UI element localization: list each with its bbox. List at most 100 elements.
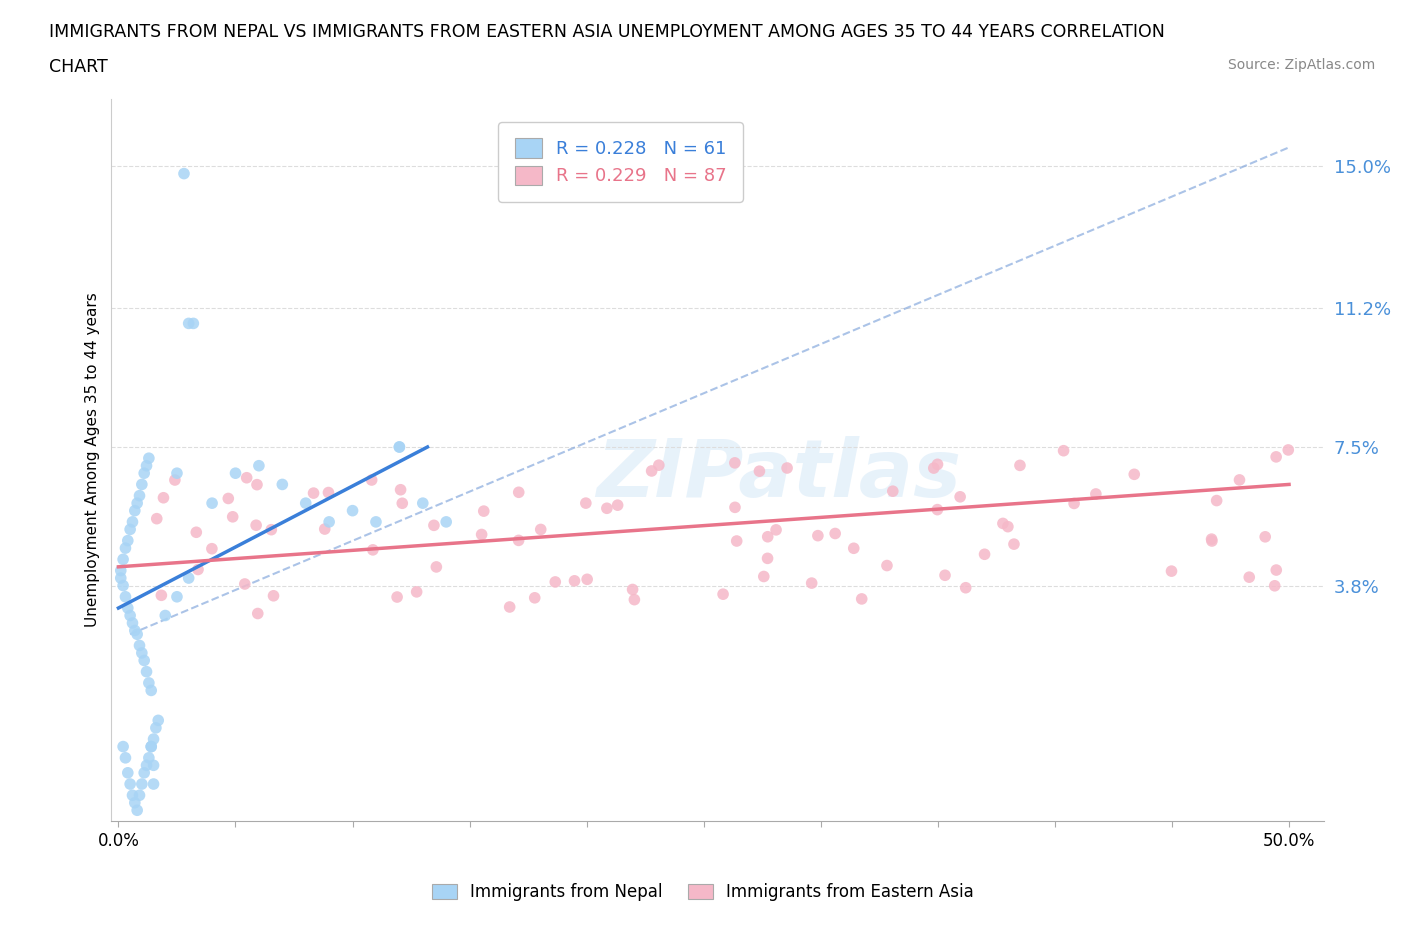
Point: [124, 623, 146, 638]
Point: [575, 496, 598, 511]
Point: [1201, 532, 1223, 547]
Point: [138, 675, 160, 690]
Point: [128, 788, 150, 803]
Point: [134, 765, 156, 780]
Point: [1201, 534, 1223, 549]
Point: [842, 541, 865, 556]
Point: [724, 456, 747, 471]
Point: [131, 645, 153, 660]
Point: [318, 485, 340, 500]
Point: [1239, 570, 1261, 585]
Point: [112, 739, 135, 754]
Point: [314, 522, 336, 537]
Point: [121, 616, 143, 631]
Point: [217, 491, 239, 506]
Point: [128, 638, 150, 653]
Point: [121, 514, 143, 529]
Point: [385, 590, 408, 604]
Point: [148, 713, 170, 728]
Point: [302, 485, 325, 500]
Point: [235, 471, 257, 485]
Point: [150, 588, 173, 603]
Point: [163, 472, 186, 487]
Legend: R = 0.228   N = 61, R = 0.229   N = 87: R = 0.228 N = 61, R = 0.229 N = 87: [499, 122, 744, 202]
Text: Source: ZipAtlas.com: Source: ZipAtlas.com: [1227, 58, 1375, 72]
Point: [135, 664, 157, 679]
Point: [117, 765, 139, 780]
Point: [576, 572, 599, 587]
Point: [1264, 578, 1286, 593]
Point: [141, 739, 163, 754]
Point: [177, 316, 200, 331]
Point: [765, 523, 787, 538]
Point: [1265, 563, 1288, 578]
Point: [955, 580, 977, 595]
Point: [523, 591, 546, 605]
Point: [756, 529, 779, 544]
Text: CHART: CHART: [49, 58, 108, 75]
Point: [246, 606, 269, 621]
Point: [648, 458, 671, 472]
Point: [530, 522, 553, 537]
Point: [131, 477, 153, 492]
Point: [135, 758, 157, 773]
Point: [142, 732, 165, 747]
Point: [1265, 449, 1288, 464]
Point: [388, 440, 411, 455]
Point: [807, 528, 830, 543]
Point: [186, 525, 208, 539]
Point: [152, 490, 174, 505]
Point: [471, 527, 494, 542]
Point: [606, 498, 628, 512]
Point: [508, 485, 530, 499]
Point: [145, 512, 167, 526]
Point: [201, 496, 224, 511]
Point: [134, 653, 156, 668]
Point: [1084, 486, 1107, 501]
Point: [508, 533, 530, 548]
Point: [114, 751, 136, 765]
Point: [756, 551, 779, 565]
Point: [142, 758, 165, 773]
Point: [640, 463, 662, 478]
Point: [934, 568, 956, 583]
Point: [246, 477, 269, 492]
Point: [127, 627, 149, 642]
Text: IMMIGRANTS FROM NEPAL VS IMMIGRANTS FROM EASTERN ASIA UNEMPLOYMENT AMONG AGES 35: IMMIGRANTS FROM NEPAL VS IMMIGRANTS FROM…: [49, 23, 1166, 41]
Point: [138, 751, 160, 765]
Point: [973, 547, 995, 562]
Point: [141, 739, 163, 754]
Point: [623, 592, 645, 607]
Point: [949, 489, 972, 504]
Point: [851, 591, 873, 606]
Point: [114, 590, 136, 604]
Point: [748, 464, 770, 479]
Point: [1229, 472, 1251, 487]
Point: [121, 788, 143, 803]
Point: [596, 501, 619, 516]
Point: [800, 576, 823, 591]
Point: [434, 514, 457, 529]
Point: [876, 558, 898, 573]
Point: [1277, 443, 1299, 458]
Point: [120, 522, 142, 537]
Point: [128, 488, 150, 503]
Point: [155, 608, 177, 623]
Point: [222, 510, 245, 525]
Point: [927, 457, 949, 472]
Point: [1002, 537, 1025, 551]
Point: [201, 541, 224, 556]
Point: [124, 795, 146, 810]
Point: [882, 484, 904, 498]
Point: [711, 587, 734, 602]
Point: [134, 466, 156, 481]
Point: [173, 166, 195, 181]
Point: [472, 504, 495, 519]
Point: [498, 600, 520, 615]
Point: [117, 533, 139, 548]
Point: [110, 571, 132, 586]
Point: [389, 483, 412, 498]
Point: [997, 519, 1019, 534]
Point: [127, 803, 149, 817]
Text: ZIPatlas: ZIPatlas: [596, 435, 960, 513]
